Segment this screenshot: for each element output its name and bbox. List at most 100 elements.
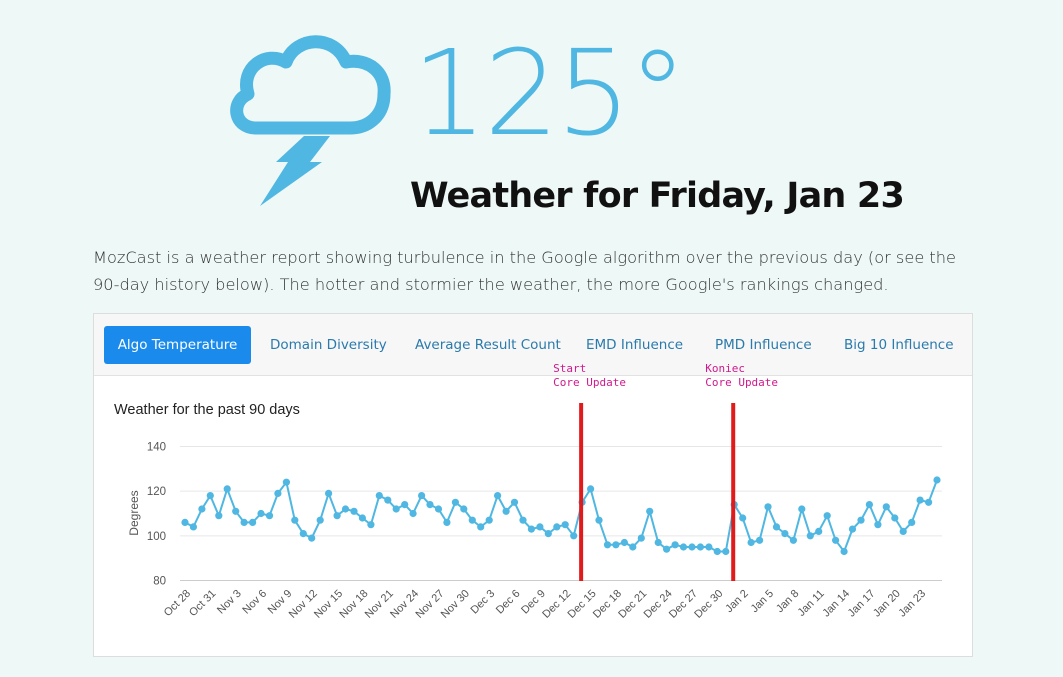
data-point: [637, 534, 645, 542]
y-tick-label: 80: [153, 576, 166, 588]
data-point: [181, 518, 189, 527]
data-point: [739, 514, 747, 522]
tab-domain-diversity[interactable]: Domain Diversity: [270, 337, 387, 353]
data-point: [925, 498, 933, 506]
data-point: [620, 538, 629, 547]
data-point: [206, 492, 214, 500]
data-point: [198, 505, 206, 513]
data-point: [502, 507, 510, 515]
data-point: [646, 507, 654, 515]
x-tick-label: Jan 20: [871, 588, 903, 620]
data-point: [485, 516, 493, 524]
data-point: [595, 516, 603, 524]
data-point: [865, 501, 874, 509]
x-tick-label: Jan 5: [749, 588, 777, 616]
data-point: [468, 516, 476, 524]
tab-pmd-influence[interactable]: PMD Influence: [715, 337, 812, 353]
annotation-label: Core Update: [553, 376, 626, 389]
x-tick-label: Jan 14: [820, 588, 852, 620]
data-point: [789, 536, 798, 544]
data-point: [494, 492, 502, 500]
data-point: [215, 512, 223, 520]
data-point: [756, 536, 764, 544]
data-point: [587, 485, 595, 493]
data-point: [671, 541, 679, 549]
data-point: [603, 541, 612, 549]
data-point: [223, 485, 231, 493]
data-point: [358, 514, 366, 522]
chart-title: Weather for the past 90 days: [114, 402, 300, 418]
data-point: [240, 518, 248, 527]
data-point: [350, 507, 358, 515]
tab-algo-temperature[interactable]: Algo Temperature: [104, 326, 251, 364]
data-point: [426, 501, 434, 509]
data-point: [316, 516, 324, 524]
data-point: [612, 541, 620, 549]
x-tick-label: Dec 6: [494, 588, 523, 617]
data-point: [392, 505, 400, 513]
data-point: [806, 532, 814, 540]
data-point: [874, 521, 882, 529]
data-point: [815, 527, 823, 536]
data-point: [282, 478, 290, 486]
data-point: [823, 512, 831, 520]
data-point: [536, 523, 544, 531]
data-point: [764, 503, 772, 511]
data-point: [679, 543, 688, 551]
data-point: [933, 476, 941, 484]
data-point: [257, 509, 265, 518]
data-point: [688, 543, 696, 551]
data-point: [274, 489, 282, 497]
data-point: [891, 514, 899, 522]
data-point: [443, 518, 451, 527]
data-point: [375, 492, 383, 500]
data-point: [291, 516, 299, 524]
data-point: [857, 516, 865, 524]
x-tick-label: Oct 28: [162, 588, 193, 619]
tab-big-10-influence[interactable]: Big 10 Influence: [844, 337, 954, 353]
y-tick-label: 100: [147, 531, 166, 543]
annotation-label: Start: [553, 362, 586, 375]
data-point: [333, 512, 341, 520]
data-point: [460, 505, 468, 513]
data-point: [747, 538, 755, 547]
data-point: [384, 496, 392, 504]
y-tick-label: 120: [147, 486, 166, 498]
data-point: [663, 545, 671, 553]
x-tick-label: Nov 6: [240, 588, 269, 617]
data-point: [848, 525, 857, 533]
x-tick-label: Jan 2: [723, 588, 751, 616]
data-point: [451, 498, 459, 506]
data-point: [308, 534, 316, 542]
y-axis-label: Degrees: [127, 490, 141, 535]
data-point: [519, 516, 527, 524]
data-point: [265, 512, 274, 520]
data-point: [409, 509, 417, 518]
data-point: [772, 523, 781, 531]
data-point: [570, 532, 578, 540]
annotation-label: Koniec: [705, 362, 745, 375]
tab-emd-influence[interactable]: EMD Influence: [586, 337, 684, 353]
data-point: [781, 530, 789, 538]
temperature-value: 125°: [412, 24, 687, 162]
metric-tabs: Algo Temperature Domain Diversity Averag…: [94, 314, 972, 376]
data-point: [189, 523, 197, 531]
intro-text: MozCast is a weather report showing turb…: [93, 248, 956, 294]
x-tick-label: Jan 17: [846, 588, 878, 620]
data-point: [832, 536, 840, 544]
page-title: Weather for Friday, Jan 23: [410, 176, 905, 216]
data-point: [553, 523, 561, 531]
data-point: [510, 498, 519, 506]
x-tick-label: Jan 11: [796, 588, 827, 619]
storm-cloud-lightning-icon: [230, 35, 391, 206]
data-point: [418, 492, 426, 500]
data-point: [367, 521, 375, 529]
data-point: [908, 518, 916, 527]
tab-average-result-count[interactable]: Average Result Count: [415, 337, 561, 353]
data-point: [899, 527, 907, 536]
data-point: [325, 489, 333, 497]
x-tick-label: Oct 31: [187, 588, 218, 619]
data-point: [561, 521, 569, 529]
data-point: [654, 538, 662, 547]
